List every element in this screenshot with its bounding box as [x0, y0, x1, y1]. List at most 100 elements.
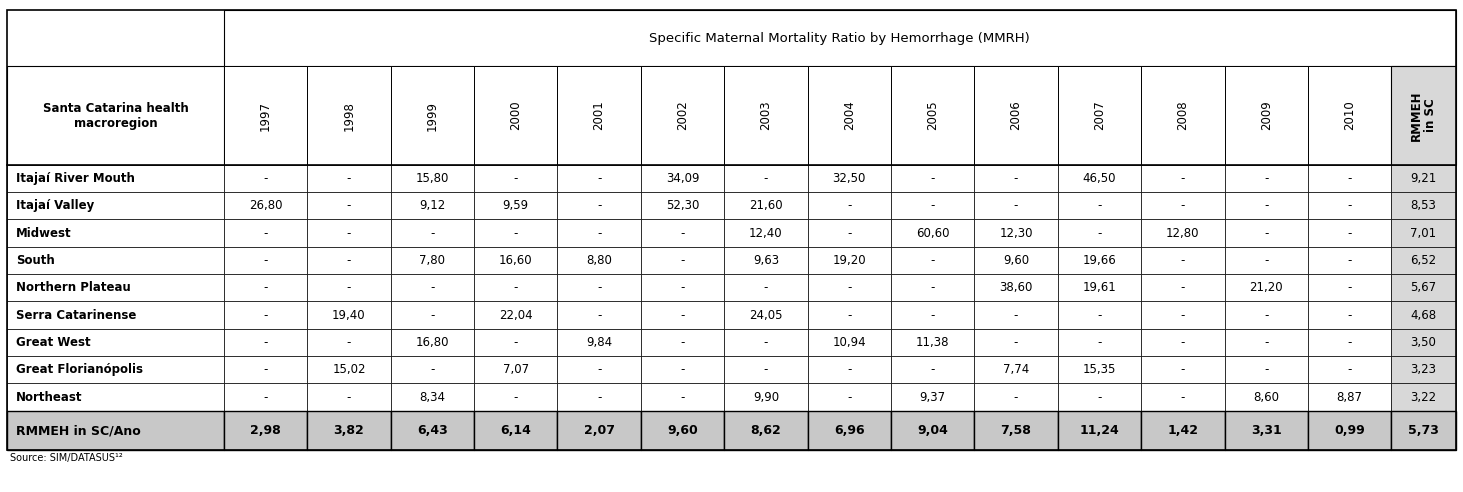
- Text: -: -: [597, 281, 601, 294]
- Text: 2008: 2008: [1176, 101, 1189, 130]
- Bar: [307, 411, 391, 450]
- Text: -: -: [347, 281, 351, 294]
- Bar: [557, 66, 641, 165]
- Bar: [641, 356, 724, 383]
- Bar: [808, 411, 891, 450]
- Text: 1998: 1998: [342, 101, 356, 130]
- Bar: [641, 411, 724, 450]
- Bar: [224, 411, 307, 450]
- Bar: [391, 356, 474, 383]
- Bar: [1391, 165, 1456, 192]
- Text: 8,62: 8,62: [751, 424, 781, 437]
- Text: 8,80: 8,80: [587, 254, 612, 267]
- Text: 12,30: 12,30: [999, 227, 1033, 240]
- Bar: [1391, 192, 1456, 219]
- Bar: [1308, 302, 1391, 329]
- Bar: [1058, 247, 1141, 274]
- Bar: [641, 247, 724, 274]
- Text: 5,73: 5,73: [1407, 424, 1440, 437]
- Bar: [724, 165, 808, 192]
- Text: 19,40: 19,40: [332, 308, 366, 322]
- Text: 5,67: 5,67: [1410, 281, 1437, 294]
- Bar: [391, 247, 474, 274]
- Bar: [224, 329, 307, 356]
- Bar: [391, 411, 474, 450]
- Text: -: -: [347, 391, 351, 403]
- Text: -: -: [1097, 308, 1102, 322]
- Text: 24,05: 24,05: [749, 308, 783, 322]
- Text: 3,31: 3,31: [1251, 424, 1282, 437]
- Text: -: -: [514, 281, 518, 294]
- Text: -: -: [1264, 199, 1268, 213]
- Text: -: -: [347, 172, 351, 185]
- Bar: [307, 274, 391, 302]
- Bar: [557, 302, 641, 329]
- Text: -: -: [847, 363, 851, 376]
- Bar: [391, 383, 474, 411]
- Bar: [891, 411, 974, 450]
- Text: 3,82: 3,82: [334, 424, 364, 437]
- Text: -: -: [847, 391, 851, 403]
- Bar: [724, 274, 808, 302]
- Text: 16,80: 16,80: [415, 336, 449, 349]
- Text: 7,01: 7,01: [1410, 227, 1437, 240]
- Bar: [1225, 411, 1308, 450]
- Bar: [7, 247, 224, 274]
- Text: -: -: [1264, 308, 1268, 322]
- Text: -: -: [263, 254, 268, 267]
- Bar: [641, 192, 724, 219]
- Text: -: -: [1264, 336, 1268, 349]
- Bar: [7, 66, 224, 165]
- Bar: [557, 356, 641, 383]
- Bar: [974, 165, 1058, 192]
- Text: 7,74: 7,74: [1004, 363, 1028, 376]
- Text: 46,50: 46,50: [1083, 172, 1116, 185]
- Bar: [1308, 383, 1391, 411]
- Text: -: -: [1181, 391, 1185, 403]
- Bar: [1141, 383, 1225, 411]
- Text: 1999: 1999: [426, 101, 439, 130]
- Bar: [1308, 165, 1391, 192]
- Text: 6,96: 6,96: [834, 424, 865, 437]
- Bar: [224, 165, 307, 192]
- Bar: [224, 247, 307, 274]
- Bar: [1141, 274, 1225, 302]
- Text: -: -: [1014, 336, 1018, 349]
- Bar: [474, 329, 557, 356]
- Bar: [724, 247, 808, 274]
- Bar: [1141, 219, 1225, 247]
- Text: 7,07: 7,07: [503, 363, 528, 376]
- Bar: [224, 302, 307, 329]
- Bar: [891, 383, 974, 411]
- Text: 11,24: 11,24: [1080, 424, 1119, 437]
- Text: -: -: [1347, 199, 1352, 213]
- Bar: [641, 274, 724, 302]
- Text: -: -: [680, 254, 685, 267]
- Text: 2,98: 2,98: [250, 424, 281, 437]
- Bar: [641, 219, 724, 247]
- Bar: [474, 356, 557, 383]
- Text: -: -: [1097, 336, 1102, 349]
- Text: -: -: [347, 254, 351, 267]
- Text: -: -: [514, 391, 518, 403]
- Bar: [891, 192, 974, 219]
- Bar: [1058, 356, 1141, 383]
- Text: -: -: [1347, 227, 1352, 240]
- Bar: [641, 302, 724, 329]
- Bar: [891, 165, 974, 192]
- Bar: [974, 247, 1058, 274]
- Bar: [1391, 66, 1456, 165]
- Bar: [474, 274, 557, 302]
- Bar: [1058, 192, 1141, 219]
- Text: -: -: [1264, 363, 1268, 376]
- Bar: [1308, 192, 1391, 219]
- Text: -: -: [597, 308, 601, 322]
- Bar: [474, 165, 557, 192]
- Bar: [1225, 247, 1308, 274]
- Text: Itajaí River Mouth: Itajaí River Mouth: [16, 172, 135, 185]
- Bar: [1225, 329, 1308, 356]
- Text: 2000: 2000: [509, 101, 522, 130]
- Text: -: -: [930, 172, 935, 185]
- Text: 38,60: 38,60: [999, 281, 1033, 294]
- Bar: [808, 274, 891, 302]
